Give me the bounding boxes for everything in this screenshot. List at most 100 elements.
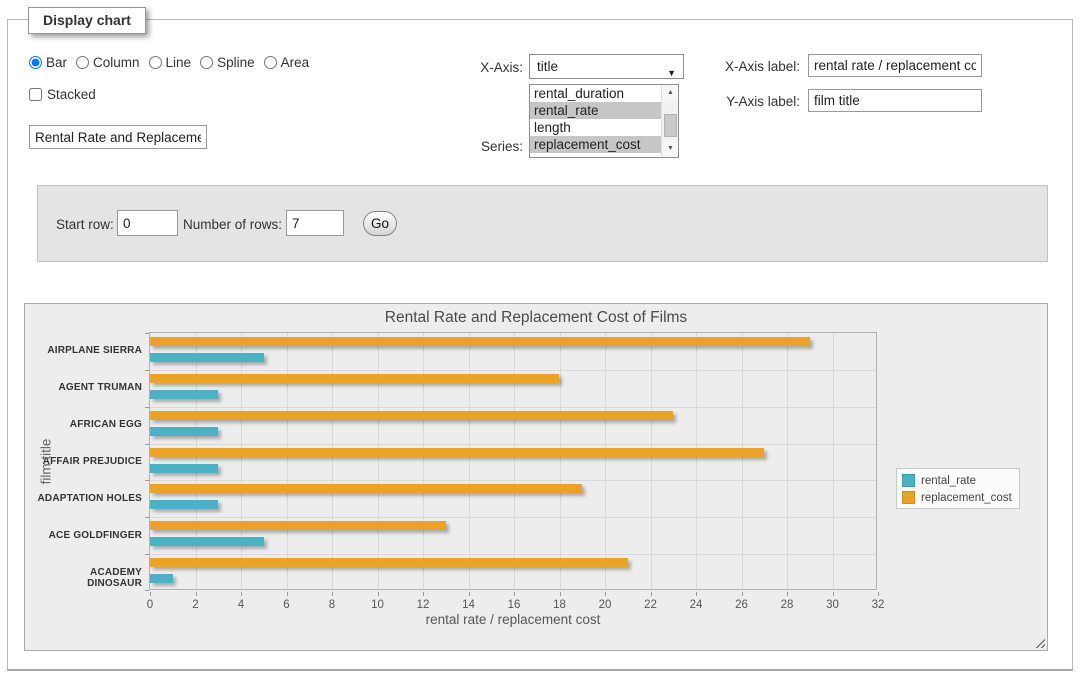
- x-axis-selected-value: title: [537, 59, 559, 74]
- x-axis-label-label: X-Axis label:: [724, 59, 800, 74]
- stacked-label: Stacked: [47, 87, 96, 102]
- series-option-length[interactable]: length: [534, 120, 571, 135]
- gridline-vertical: [559, 333, 561, 589]
- legend-label: rental_rate: [921, 474, 976, 487]
- bar-replacement_cost: [150, 558, 628, 568]
- x-tick: [423, 592, 424, 596]
- bar-replacement_cost: [150, 447, 765, 457]
- bar-replacement_cost: [150, 484, 583, 494]
- x-tick: [650, 592, 652, 596]
- plot-area: 0 2 4 6 8 10 12 14 16 18 20 22 24 26 28 30 32 AIRPLANE SI…: [38, 332, 884, 611]
- chart-resize-handle[interactable]: [1033, 636, 1045, 648]
- x-tick-label: 0: [146, 599, 154, 611]
- scrollbar-thumb[interactable]: [664, 114, 677, 137]
- bar-rental_rate: [150, 500, 219, 510]
- category-label: ACADEMY DINOSAUR: [87, 566, 142, 589]
- x-tick-label: 32: [871, 599, 885, 611]
- bar-rental_rate: [150, 353, 264, 362]
- start-row-input[interactable]: [117, 210, 178, 236]
- gridline-vertical: [650, 333, 652, 589]
- x-tick-label: 12: [416, 599, 430, 611]
- series-option-rental_duration[interactable]: rental_duration: [534, 86, 625, 101]
- bar-rental_rate: [150, 389, 219, 399]
- bar-rental_rate: [150, 574, 173, 584]
- bar-replacement_cost: [150, 410, 674, 420]
- x-tick: [741, 592, 743, 596]
- legend-entry: rental_rate: [902, 474, 1012, 487]
- y-axis-label-input[interactable]: [808, 89, 982, 112]
- gridline-horizontal: [150, 517, 876, 519]
- chart-type-label: Column: [93, 55, 140, 70]
- y-tick: [145, 406, 149, 408]
- category-label: ADAPTATION HOLES: [37, 492, 142, 504]
- rows-panel: [37, 185, 1048, 262]
- series-list-label: Series:: [480, 139, 523, 154]
- num-rows-input[interactable]: [286, 210, 344, 236]
- bar-rental_rate: [150, 426, 219, 436]
- x-tick: [241, 592, 242, 596]
- stacked-checkbox[interactable]: [29, 88, 42, 101]
- chart-type-option-line[interactable]: Line: [148, 55, 191, 70]
- x-tick: [605, 592, 606, 596]
- x-tick-label: 8: [328, 599, 336, 611]
- scroll-up-icon[interactable]: ▲: [662, 85, 678, 101]
- gridline-vertical: [514, 333, 515, 589]
- chart-type-option-spline[interactable]: Spline: [200, 55, 255, 70]
- go-button[interactable]: Go: [363, 211, 397, 236]
- gridline-vertical: [787, 333, 788, 589]
- category-label: AGENT TRUMAN: [58, 382, 142, 394]
- chart-legend: rental_rate replacement_cost: [896, 468, 1020, 509]
- bar-replacement_cost: [150, 337, 810, 346]
- bar-rental_rate: [150, 537, 264, 547]
- series-scrollbar[interactable]: ▲ ▼: [661, 85, 678, 157]
- chart-title-input[interactable]: [29, 125, 207, 149]
- category-label: ACE GOLDFINGER: [48, 529, 142, 541]
- x-tick-label: 24: [689, 599, 703, 611]
- legend-entry: replacement_cost: [902, 491, 1012, 504]
- chart-type-label: Bar: [46, 55, 68, 70]
- gridline-horizontal: [150, 554, 876, 556]
- chart-type-label: Area: [280, 55, 310, 70]
- chart-type-option-bar[interactable]: Bar: [29, 55, 67, 70]
- y-tick: [145, 369, 149, 371]
- series-option-replacement_cost[interactable]: replacement_cost: [530, 136, 678, 153]
- chart-type-radio-column[interactable]: [76, 56, 90, 69]
- legend-swatch: [902, 491, 915, 504]
- x-tick-label: 18: [553, 599, 566, 611]
- x-tick: [468, 592, 470, 596]
- chevron-down-icon: ▼: [667, 68, 676, 78]
- category-label: AFRICAN EGG: [69, 419, 142, 431]
- series-option-rental_rate[interactable]: rental_rate: [530, 102, 678, 119]
- category-label: AFFAIR PREJUDICE: [42, 456, 142, 467]
- gridline-vertical: [741, 333, 743, 589]
- x-tick: [150, 592, 151, 596]
- x-tick: [514, 592, 515, 596]
- start-row-label: Start row:: [56, 217, 114, 232]
- x-tick-label: 2: [192, 599, 199, 611]
- chart-type-option-area[interactable]: Area: [263, 55, 310, 70]
- chart-type-option-column[interactable]: Column: [76, 55, 140, 70]
- stacked-checkbox-row[interactable]: Stacked: [29, 87, 96, 102]
- scroll-down-icon[interactable]: ▼: [662, 141, 678, 157]
- chart-type-radio-area[interactable]: [263, 56, 277, 69]
- chart-type-radio-bar[interactable]: [29, 56, 42, 69]
- series-listbox[interactable]: rental_duration rental_rate length replacem…: [529, 84, 679, 158]
- chart-type-label: Spline: [217, 55, 255, 70]
- gridline-vertical: [832, 333, 834, 589]
- gridline-vertical: [332, 333, 333, 589]
- x-tick-label: 30: [826, 599, 839, 611]
- x-tick-label: 22: [644, 599, 657, 611]
- x-tick: [286, 592, 288, 596]
- x-axis-select-label: X-Axis:: [480, 60, 523, 75]
- chart-type-radio-spline[interactable]: [200, 56, 214, 69]
- chart-y-axis-title: film title: [38, 438, 54, 485]
- gridline-horizontal: [150, 369, 876, 371]
- chart-type-radio-line[interactable]: [148, 56, 162, 69]
- category-label: AIRPLANE SIERRA: [47, 345, 142, 357]
- x-axis-label-input[interactable]: [808, 54, 982, 77]
- y-tick: [145, 517, 149, 519]
- x-tick: [332, 592, 333, 596]
- gridline-vertical: [286, 333, 288, 589]
- x-axis-select[interactable]: title ▼: [529, 54, 684, 79]
- y-tick: [145, 333, 149, 334]
